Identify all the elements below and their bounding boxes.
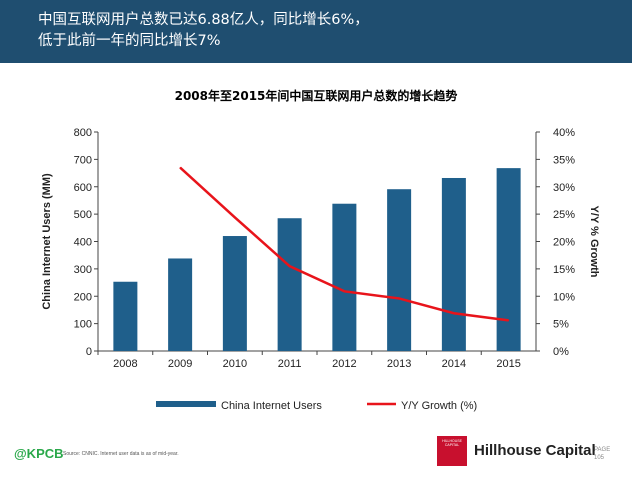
y-tick-left-label: 800: [74, 127, 92, 139]
y-tick-right-label: 30%: [553, 182, 575, 194]
growth-point-2013: [398, 297, 400, 299]
y-tick-left-label: 400: [74, 237, 92, 249]
bar-2015: [496, 168, 521, 351]
y-tick-left-label: 0: [86, 346, 92, 358]
source-note: Source: CNNIC. Internet user data is as …: [63, 451, 179, 457]
bar-2010: [222, 236, 247, 351]
y-tick-right-label: 15%: [553, 264, 575, 276]
page-number: PAGE 105: [594, 446, 610, 462]
y-tick-left-label: 300: [74, 264, 92, 276]
x-tick-label: 2010: [223, 358, 247, 370]
hillhouse-logo: HILLHOUSE CAPITAL: [437, 436, 467, 466]
y-tick-right-label: 20%: [553, 237, 575, 249]
slide-title: 中国互联网用户总数已达6.88亿人，同比增长6%， 低于此前一年的同比增长7%: [38, 10, 598, 52]
legend-bar-swatch: [156, 401, 216, 407]
y-tick-right-label: 0%: [553, 346, 569, 358]
y-tick-right-label: 40%: [553, 127, 575, 139]
slide-title-line-1: 中国互联网用户总数已达6.88亿人，同比增长6%，: [38, 12, 369, 28]
y-tick-left-label: 600: [74, 182, 92, 194]
x-tick-label: 2012: [332, 358, 356, 370]
slide-header: 中国互联网用户总数已达6.88亿人，同比增长6%， 低于此前一年的同比增长7%: [0, 0, 632, 63]
y-axis-left-label: China Internet Users (MM): [41, 173, 53, 310]
y-tick-right-label: 5%: [553, 319, 569, 331]
bar-2012: [332, 203, 357, 351]
page-value: 105: [594, 455, 605, 461]
y-tick-left-label: 500: [74, 209, 92, 221]
x-tick-label: 2014: [442, 358, 466, 370]
y-axis-right-label: Y/Y % Growth: [588, 206, 600, 278]
slide-title-line-2: 低于此前一年的同比增长7%: [38, 33, 221, 49]
growth-point-2011: [289, 265, 291, 267]
bar-2013: [387, 189, 412, 351]
x-tick-label: 2011: [278, 358, 302, 370]
page-label: PAGE: [594, 447, 611, 453]
kpcb-brand: @KPCB: [14, 446, 64, 461]
growth-point-2010: [234, 216, 236, 218]
y-tick-left-label: 200: [74, 291, 92, 303]
x-tick-label: 2009: [168, 358, 192, 370]
legend-line-label: Y/Y Growth (%): [401, 400, 477, 412]
y-tick-right-label: 25%: [553, 209, 575, 221]
bar-2008: [113, 281, 138, 351]
y-tick-right-label: 35%: [553, 154, 575, 166]
y-tick-left-label: 100: [74, 319, 92, 331]
hillhouse-logo-text: HILLHOUSE CAPITAL: [442, 439, 462, 447]
y-tick-left-label: 700: [74, 154, 92, 166]
growth-point-2015: [508, 319, 510, 321]
growth-point-2009: [179, 167, 181, 169]
x-tick-label: 2008: [113, 358, 137, 370]
bar-2011: [277, 218, 302, 351]
x-tick-label: 2015: [496, 358, 520, 370]
legend-bar-label: China Internet Users: [221, 400, 322, 412]
hillhouse-name: Hillhouse Capital: [474, 442, 596, 459]
x-tick-label: 2013: [387, 358, 411, 370]
chart-title: 2008年至2015年间中国互联网用户总数的增长趋势: [174, 89, 458, 103]
y-tick-right-label: 10%: [553, 291, 575, 303]
bar-2014: [441, 177, 466, 351]
bar-2009: [168, 258, 193, 351]
growth-point-2012: [343, 290, 345, 292]
growth-point-2014: [453, 312, 455, 314]
